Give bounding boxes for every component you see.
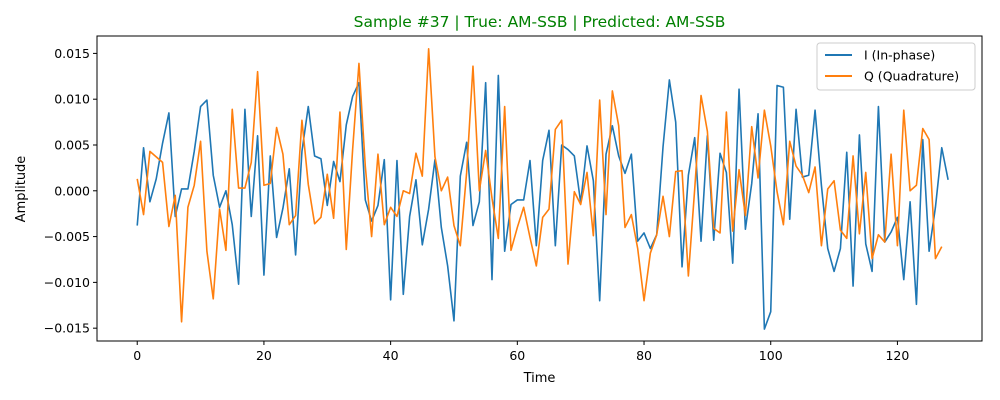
series-line-q xyxy=(136,48,943,323)
y-tick-label: −0.005 xyxy=(44,229,90,244)
x-tick-label: 100 xyxy=(759,348,783,363)
y-tick-label: −0.015 xyxy=(44,321,90,336)
x-tick-label: 60 xyxy=(509,348,525,363)
y-tick-label: 0.010 xyxy=(54,92,90,107)
x-axis-label: Time xyxy=(523,371,556,386)
legend-box xyxy=(816,42,976,91)
x-tick-label: 120 xyxy=(885,348,909,363)
chart-title: Sample #37 | True: AM-SSB | Predicted: A… xyxy=(354,13,726,31)
legend: I (In-phase) Q (Quadrature) xyxy=(816,42,976,91)
x-tick-label: 80 xyxy=(636,348,652,363)
y-tick-label: 0.015 xyxy=(54,46,90,61)
x-tick-label: 0 xyxy=(133,348,141,363)
legend-label-q: Q (Quadrature) xyxy=(864,69,959,84)
plot-frame xyxy=(96,35,983,342)
x-tick-label: 20 xyxy=(256,348,272,363)
y-tick-label: 0.005 xyxy=(54,137,90,152)
y-tick-label: 0.000 xyxy=(54,183,90,198)
x-tick-label: 40 xyxy=(383,348,399,363)
legend-label-i: I (In-phase) xyxy=(864,48,935,63)
series-line-i xyxy=(136,74,949,330)
y-tick-label: −0.010 xyxy=(44,275,90,290)
y-axis-label: Amplitude xyxy=(14,156,29,223)
